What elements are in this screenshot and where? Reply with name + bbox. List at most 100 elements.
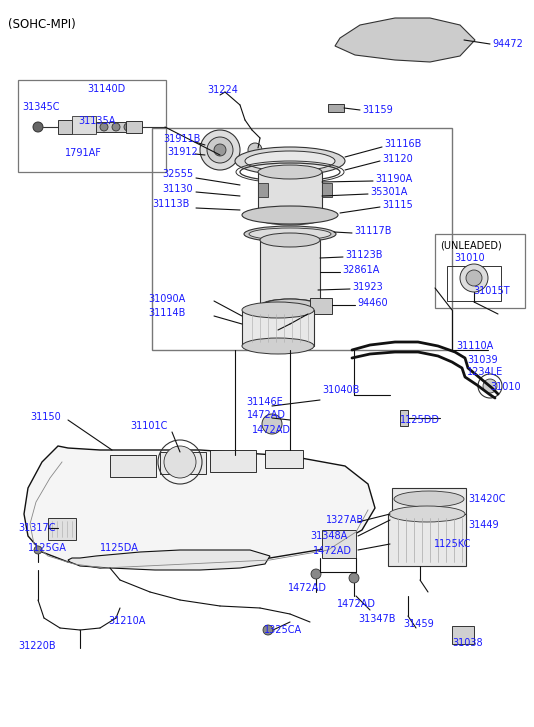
Text: 31347B: 31347B	[358, 614, 396, 624]
Text: 1327AB: 1327AB	[326, 515, 364, 525]
Circle shape	[100, 123, 108, 131]
Text: 1125DD: 1125DD	[400, 415, 440, 425]
Ellipse shape	[249, 228, 331, 240]
Text: 31130: 31130	[162, 184, 193, 194]
Text: 31040B: 31040B	[322, 385, 359, 395]
Text: 1234LE: 1234LE	[467, 367, 503, 377]
Circle shape	[214, 144, 226, 156]
Polygon shape	[24, 446, 375, 568]
Text: 31345C: 31345C	[22, 102, 59, 112]
Bar	[152, 128, 452, 350]
Text: 31101C: 31101C	[130, 421, 167, 431]
Bar	[310, 298, 332, 314]
Bar	[258, 183, 268, 197]
Bar	[258, 172, 322, 218]
Text: 31190A: 31190A	[375, 174, 412, 184]
Ellipse shape	[244, 226, 336, 242]
Ellipse shape	[394, 491, 464, 507]
Text: 1791AF: 1791AF	[65, 148, 102, 158]
Bar	[265, 450, 303, 468]
Ellipse shape	[242, 338, 314, 354]
Bar	[322, 183, 332, 197]
Circle shape	[262, 414, 282, 434]
Circle shape	[112, 123, 120, 131]
Ellipse shape	[260, 233, 320, 247]
Circle shape	[164, 446, 196, 478]
Text: 1325CA: 1325CA	[264, 625, 302, 635]
Ellipse shape	[260, 299, 320, 313]
Circle shape	[263, 625, 273, 635]
Text: 1472AD: 1472AD	[252, 425, 291, 435]
Text: 31120: 31120	[382, 154, 413, 164]
Bar	[72, 116, 96, 134]
Circle shape	[466, 270, 482, 286]
Text: 31015T: 31015T	[473, 286, 509, 296]
Bar	[18, 80, 166, 172]
Text: 1472AD: 1472AD	[288, 583, 327, 593]
Text: 1472AD: 1472AD	[313, 546, 352, 556]
Text: 32861A: 32861A	[342, 265, 379, 275]
Circle shape	[34, 546, 42, 554]
Text: 31123B: 31123B	[345, 250, 382, 260]
Circle shape	[200, 130, 240, 170]
Text: 31038: 31038	[452, 638, 483, 648]
Bar	[435, 234, 525, 308]
Text: 31146E: 31146E	[246, 397, 282, 407]
Text: 31110A: 31110A	[456, 341, 493, 351]
Text: 94460: 94460	[357, 298, 388, 308]
Polygon shape	[335, 18, 475, 62]
Polygon shape	[68, 550, 270, 570]
Bar	[328, 104, 344, 112]
Text: (UNLEADED): (UNLEADED)	[440, 240, 502, 250]
Bar	[400, 410, 408, 426]
Bar	[96, 122, 126, 132]
Text: 1472AD: 1472AD	[247, 410, 286, 420]
Bar	[126, 121, 142, 133]
Text: 35301A: 35301A	[370, 187, 407, 197]
Bar	[48, 518, 76, 540]
Ellipse shape	[258, 165, 322, 179]
Text: (SOHC-MPI): (SOHC-MPI)	[8, 18, 76, 31]
Circle shape	[248, 143, 262, 157]
Text: 31911B: 31911B	[163, 134, 200, 144]
Bar	[388, 514, 466, 566]
Ellipse shape	[235, 147, 345, 175]
Text: 31159: 31159	[362, 105, 392, 115]
Text: 1125DA: 1125DA	[100, 543, 139, 553]
Bar	[58, 120, 72, 134]
Text: 31449: 31449	[468, 520, 499, 530]
Bar	[110, 455, 156, 477]
Bar	[160, 452, 206, 474]
Circle shape	[483, 379, 497, 393]
Text: 31140D: 31140D	[87, 84, 125, 94]
Bar	[260, 240, 320, 306]
Text: 31923: 31923	[352, 282, 383, 292]
Text: 31912: 31912	[167, 147, 198, 157]
Ellipse shape	[242, 302, 314, 318]
Text: 31317C: 31317C	[18, 523, 56, 533]
Text: 31010: 31010	[490, 382, 521, 392]
Bar	[392, 488, 466, 534]
Text: 31220B: 31220B	[18, 641, 56, 651]
Text: 31117B: 31117B	[354, 226, 391, 236]
Text: 31348A: 31348A	[310, 531, 347, 541]
Circle shape	[124, 123, 132, 131]
Bar	[452, 626, 474, 644]
Text: 31114B: 31114B	[148, 308, 185, 318]
Bar	[447, 266, 501, 301]
Circle shape	[349, 573, 359, 583]
Text: 1472AD: 1472AD	[337, 599, 376, 609]
Bar	[242, 310, 314, 346]
Bar	[210, 450, 256, 472]
Ellipse shape	[242, 206, 338, 224]
Circle shape	[33, 122, 43, 132]
Ellipse shape	[258, 211, 322, 225]
Text: 31090A: 31090A	[148, 294, 185, 304]
Text: 31224: 31224	[207, 85, 238, 95]
Ellipse shape	[262, 299, 318, 313]
Text: 31116B: 31116B	[384, 139, 421, 149]
Bar	[72, 122, 96, 132]
Text: 32555: 32555	[162, 169, 193, 179]
Text: 31115: 31115	[382, 200, 413, 210]
Text: 31113B: 31113B	[152, 199, 190, 209]
